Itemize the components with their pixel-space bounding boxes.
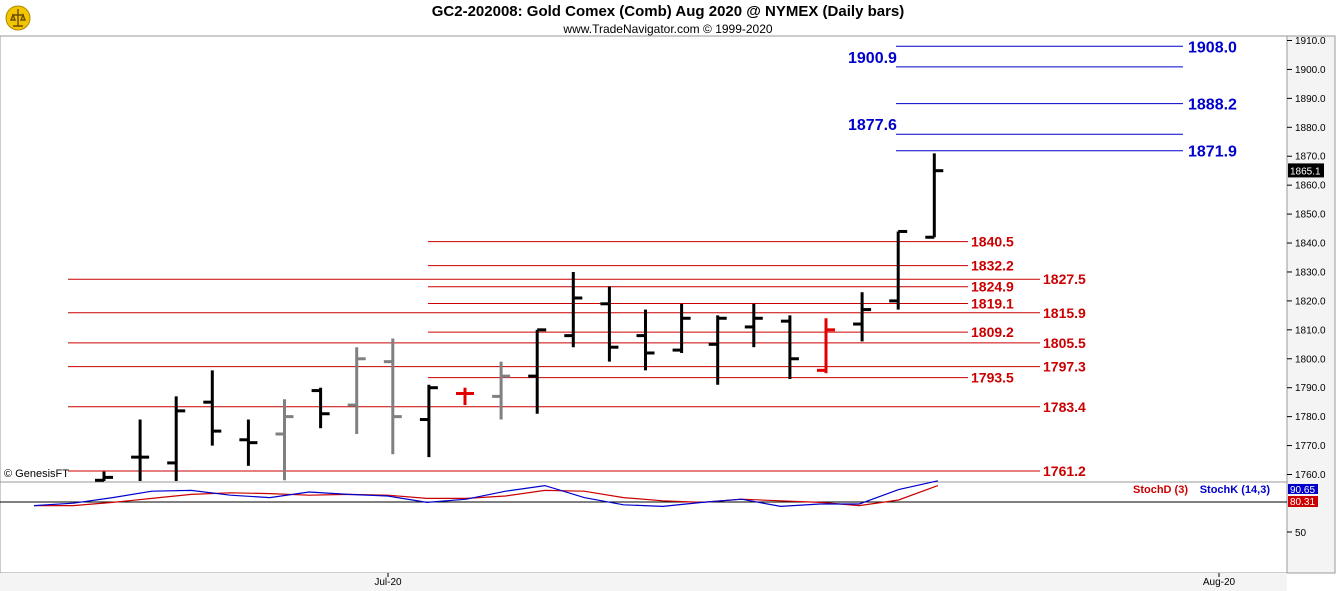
resistance-label: 1900.9	[848, 50, 897, 67]
stoch-k-value-box	[1288, 484, 1318, 494]
price-tick-label: 1810.0	[1295, 325, 1326, 336]
ohlc-bar	[780, 315, 799, 380]
support-label: 1832.2	[971, 258, 1014, 274]
ohlc-bar	[492, 361, 511, 420]
support-label: 1819.1	[971, 296, 1014, 312]
ohlc-bar	[419, 384, 438, 458]
price-tick-label: 1880.0	[1295, 123, 1326, 134]
resistance-label: 1908.0	[1188, 39, 1237, 56]
ohlc-bar	[383, 338, 402, 455]
support-label: 1815.9	[1043, 305, 1086, 321]
price-tick-label: 1770.0	[1295, 441, 1326, 452]
ohlc-bar	[889, 229, 908, 310]
stoch-plot-frame	[0, 481, 1288, 574]
resistance-label: 1877.6	[848, 117, 897, 134]
support-label: 1783.4	[1043, 399, 1086, 415]
ohlc-bar	[239, 419, 258, 466]
price-tick-label: 1890.0	[1295, 94, 1326, 105]
ohlc-bar	[203, 370, 222, 446]
date-tick-label: Jul-20	[374, 577, 402, 588]
stoch-k-line	[33, 480, 939, 508]
ohlc-bar	[708, 315, 727, 385]
date-axis-panel	[0, 573, 1287, 591]
ohlc-bar	[95, 471, 113, 482]
ohlc-bar	[131, 419, 150, 481]
ohlc-bar	[311, 387, 330, 429]
ohlc-bar	[600, 286, 619, 362]
price-plot-frame	[0, 35, 1288, 483]
ohlc-bar	[636, 309, 655, 371]
price-axis-ticks: 1760.0 1770.0 1780.0 1790.0 1800.0 1810.0 1820…	[1287, 36, 1326, 481]
ohlc-bar	[456, 387, 474, 406]
price-axis-panel	[1286, 35, 1336, 574]
support-label: 1793.5	[971, 370, 1014, 386]
stoch-d-value: 80.31	[1290, 497, 1315, 508]
price-tick-label: 1760.0	[1295, 470, 1326, 481]
date-axis-ticks: Jul-20 Aug-20	[374, 573, 1236, 588]
price-tick-label: 1850.0	[1295, 210, 1326, 221]
support-label: 1809.2	[971, 324, 1014, 340]
resistance-label: 1888.2	[1188, 97, 1237, 114]
support-label: 1805.5	[1043, 335, 1086, 351]
stoch-d-value-box	[1288, 496, 1318, 507]
price-tick-label: 1900.0	[1295, 65, 1326, 76]
stoch-d-legend: StochD (3)	[1133, 484, 1188, 496]
price-tick-label: 1910.0	[1295, 36, 1326, 47]
ohlc-bar	[672, 303, 691, 353]
ohlc-bar	[275, 399, 294, 481]
genesis-logo-icon	[4, 4, 32, 32]
stoch-tick-label: 50	[1295, 528, 1307, 539]
price-tick-label: 1860.0	[1295, 181, 1326, 192]
last-price-box	[1288, 163, 1324, 178]
support-label: 1761.2	[1043, 463, 1086, 479]
resistance-label: 1871.9	[1188, 144, 1237, 161]
ohlc-bar	[817, 318, 835, 374]
ohlc-bar	[564, 271, 583, 348]
price-tick-label: 1830.0	[1295, 267, 1326, 278]
price-tick-label: 1800.0	[1295, 354, 1326, 365]
ohlc-bar	[347, 347, 366, 434]
support-label: 1824.9	[971, 279, 1014, 295]
chart-title: GC2-202008: Gold Comex (Comb) Aug 2020 @…	[431, 3, 905, 20]
ohlc-bars	[95, 153, 944, 482]
support-label: 1840.5	[971, 234, 1014, 250]
price-tick-label: 1790.0	[1295, 383, 1326, 394]
ohlc-bar	[853, 292, 872, 342]
stoch-d-line	[34, 485, 939, 507]
ohlc-bar	[167, 396, 186, 481]
ohlc-bar	[925, 153, 944, 239]
support-label: 1827.5	[1043, 271, 1086, 287]
date-tick-label: Aug-20	[1203, 577, 1236, 588]
last-price-marker: 1865.1	[1288, 163, 1324, 178]
price-tick-label: 1870.0	[1295, 152, 1326, 163]
copyright-note: © GenesisFT	[4, 468, 69, 480]
price-tick-label: 1820.0	[1295, 296, 1326, 307]
chart-subtitle: www.TradeNavigator.com © 1999-2020	[563, 22, 773, 36]
price-tick-label: 1780.0	[1295, 412, 1326, 423]
support-label: 1797.3	[1043, 359, 1086, 375]
stoch-k-value: 90.65	[1290, 485, 1315, 496]
stoch-k-legend: StochK (14,3)	[1200, 484, 1271, 496]
ohlc-bar	[528, 328, 547, 414]
ohlc-bar	[744, 303, 763, 348]
last-price-label: 1865.1	[1290, 166, 1321, 177]
price-tick-label: 1840.0	[1295, 239, 1326, 250]
